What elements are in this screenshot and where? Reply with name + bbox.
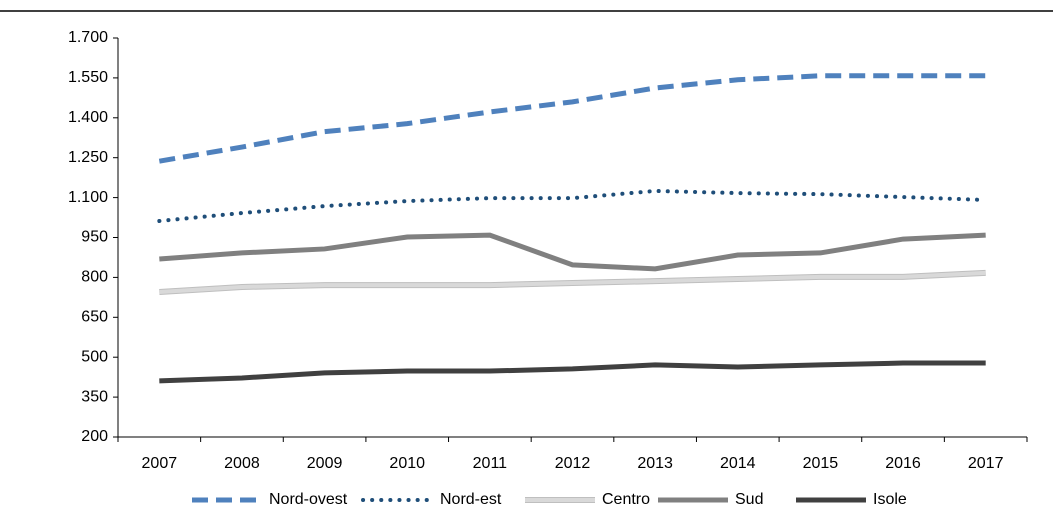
legend-label: Nord-ovest <box>269 491 348 508</box>
line <box>159 360 986 384</box>
line <box>158 73 986 164</box>
y-tick-label: 350 <box>81 388 108 405</box>
legend-label: Nord-est <box>440 491 502 508</box>
x-tick-label: 2007 <box>142 455 178 472</box>
x-tick-label: 2017 <box>968 455 1004 472</box>
y-tick-label: 650 <box>81 309 108 326</box>
x-tick-label: 2015 <box>803 455 839 472</box>
x-tick-label: 2009 <box>307 455 343 472</box>
line <box>159 232 986 272</box>
x-tick-label: 2008 <box>224 455 260 472</box>
y-tick-label: 1.550 <box>68 69 108 86</box>
y-tick-label: 1.700 <box>68 29 108 46</box>
x-tick-label: 2014 <box>720 455 756 472</box>
y-tick-label: 1.250 <box>68 149 108 166</box>
x-tick-label: 2010 <box>389 455 425 472</box>
y-tick-label: 1.400 <box>68 109 108 126</box>
legend-label: Isole <box>873 491 907 508</box>
x-tick-label: 2013 <box>637 455 673 472</box>
legend-label: Centro <box>602 491 650 508</box>
x-tick-label: 2016 <box>885 455 921 472</box>
line <box>157 188 988 224</box>
y-tick-label: 500 <box>81 348 108 365</box>
y-tick-label: 1.100 <box>68 189 108 206</box>
x-tick-label: 2012 <box>555 455 591 472</box>
y-tick-label: 950 <box>81 229 108 246</box>
legend-label: Sud <box>735 491 763 508</box>
y-tick-label: 200 <box>81 428 108 445</box>
line <box>159 270 986 295</box>
y-tick-label: 800 <box>81 269 108 286</box>
x-tick-label: 2011 <box>473 455 508 472</box>
